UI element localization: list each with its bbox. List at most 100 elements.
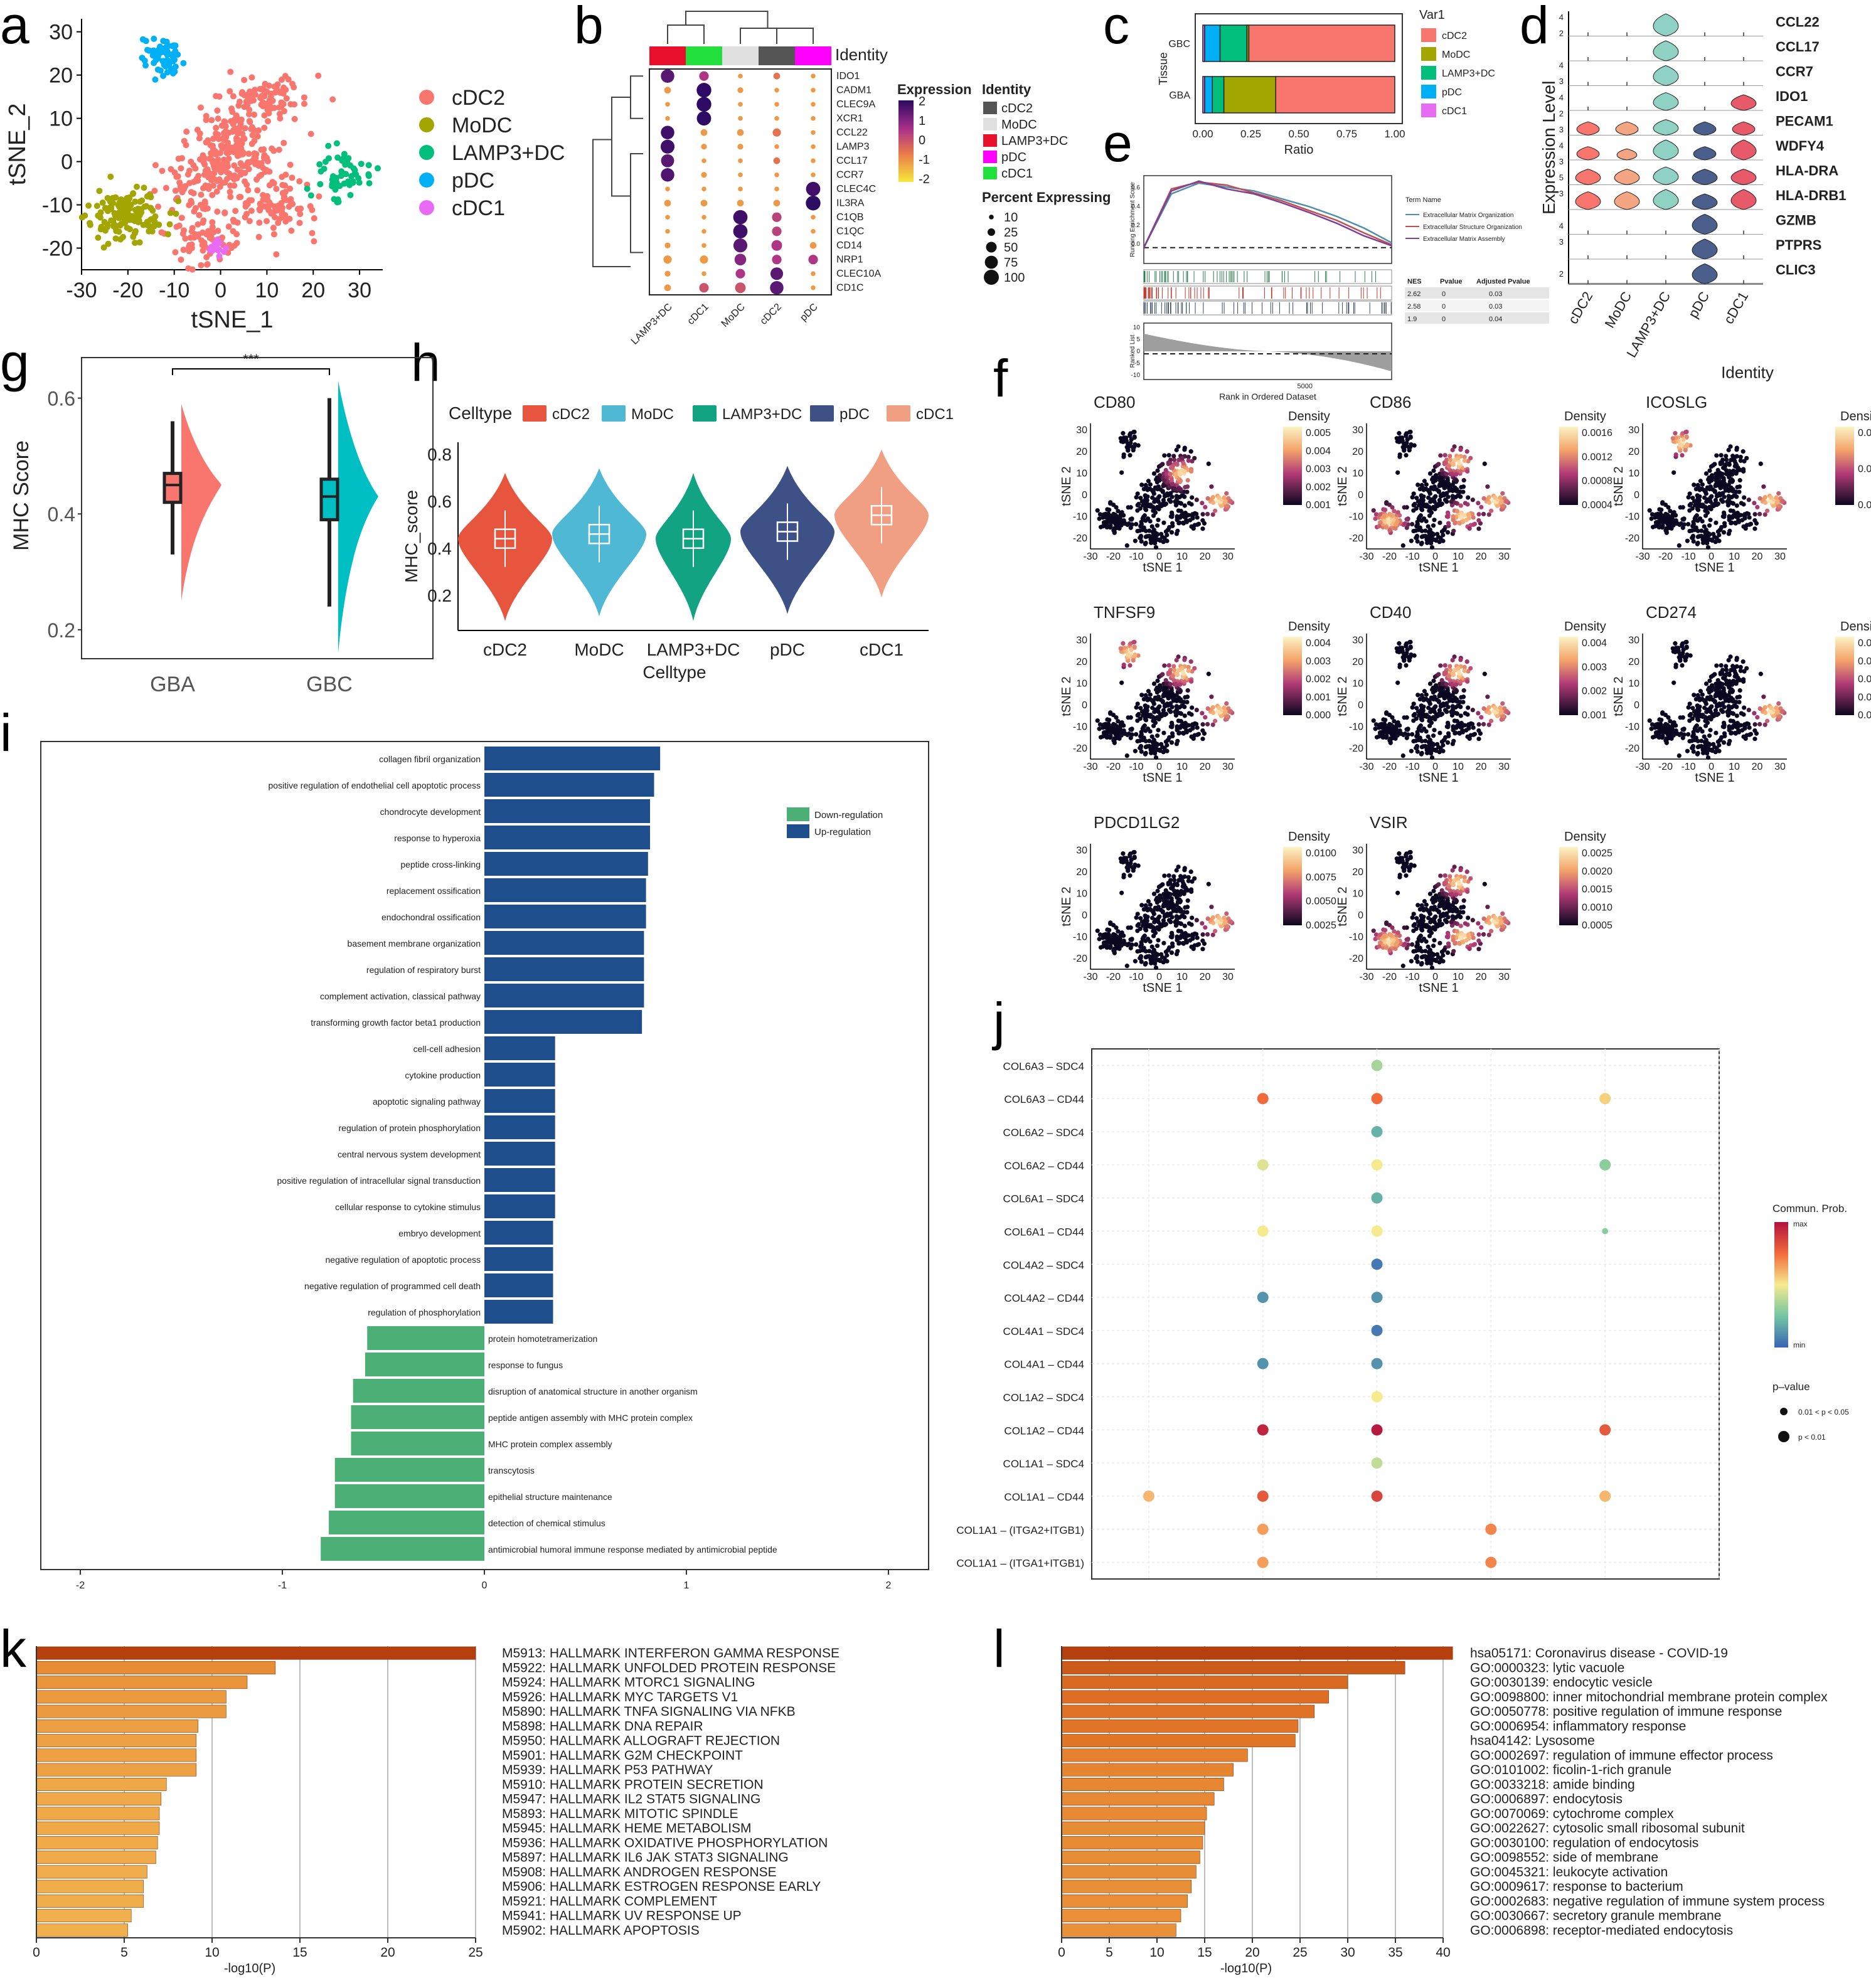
dot	[664, 284, 671, 292]
density-point	[1111, 528, 1116, 533]
density-point	[1151, 954, 1156, 959]
density-point	[1708, 518, 1713, 523]
density-point	[1410, 731, 1415, 737]
tsne-point	[236, 194, 243, 201]
density-point	[1687, 502, 1692, 508]
table-cell: 1.9	[1407, 316, 1417, 323]
density-point	[1182, 447, 1187, 452]
y-tick-label: 2	[1559, 109, 1564, 118]
panel-label-j: j	[993, 992, 1005, 1051]
density-point	[1127, 653, 1132, 658]
tsne-point	[132, 206, 139, 213]
density-point	[1161, 520, 1166, 525]
density-point	[1170, 884, 1175, 889]
density-point	[1101, 944, 1106, 949]
density-point	[1685, 442, 1690, 447]
density-point	[1722, 692, 1727, 697]
density-point	[1162, 663, 1167, 668]
density-point	[1703, 743, 1708, 748]
density-point	[1184, 730, 1190, 735]
density-point	[1504, 709, 1510, 714]
density-point	[1182, 890, 1187, 895]
density-point	[1671, 730, 1676, 735]
density-point	[1180, 493, 1185, 498]
density-point	[1727, 671, 1732, 676]
density-point	[1500, 701, 1505, 706]
density-point	[1421, 708, 1426, 713]
density-point	[1178, 508, 1183, 514]
table-cell: 0	[1442, 316, 1446, 323]
dot	[735, 268, 745, 279]
density-point	[1761, 484, 1766, 489]
density-point	[1174, 914, 1179, 919]
legend-tick: 0.0004	[1582, 500, 1612, 511]
y-tick-label: -20	[1073, 743, 1087, 754]
tsne-point	[253, 128, 260, 135]
density-point	[1166, 671, 1171, 676]
legend-label: pDC	[452, 169, 494, 193]
density-point	[1119, 940, 1124, 945]
y-tick-label: 0	[61, 151, 73, 174]
x-tick-label: 0.25	[1240, 128, 1261, 140]
panel-label-i: i	[0, 703, 12, 762]
density-point	[1168, 709, 1173, 714]
density-point	[1417, 735, 1422, 740]
tsne-point	[167, 210, 174, 216]
density-point	[1703, 491, 1708, 496]
tsne-point	[273, 186, 280, 193]
legend-label: pDC	[1442, 87, 1462, 98]
density-point	[1761, 694, 1766, 699]
feature-title: CD274	[1646, 603, 1697, 622]
legend-title: Density	[1840, 620, 1871, 634]
density-point	[1195, 725, 1200, 730]
density-point	[1693, 502, 1698, 508]
density-point	[1649, 726, 1654, 731]
density-point	[1726, 494, 1731, 499]
density-point	[1121, 851, 1126, 856]
dot	[661, 168, 674, 182]
density-point	[1200, 947, 1205, 952]
density-point	[1160, 699, 1165, 704]
density-point	[1734, 679, 1739, 684]
dot	[738, 172, 743, 178]
tsne-point	[291, 115, 298, 122]
violin-shape	[1653, 119, 1679, 136]
tsne-point	[287, 101, 294, 108]
density-point	[1107, 945, 1112, 950]
x-axis-title: tSNE 1	[1419, 561, 1458, 575]
density-point	[1479, 504, 1484, 510]
tsne-point	[309, 230, 316, 237]
density-point	[1126, 942, 1131, 947]
tsne-point	[178, 165, 184, 172]
density-point	[1171, 874, 1176, 879]
density-point	[1776, 491, 1781, 496]
density-point	[1471, 522, 1476, 527]
density-point	[1695, 518, 1700, 523]
hit-band	[1143, 285, 1392, 300]
dot	[811, 285, 816, 290]
density-point	[1734, 447, 1739, 452]
tsne-point	[261, 124, 268, 131]
density-point	[1738, 513, 1743, 518]
density-point	[1476, 501, 1481, 506]
tsne-point	[205, 137, 211, 144]
tsne-point	[99, 199, 106, 206]
tsne-point	[296, 220, 303, 226]
density-point	[1687, 491, 1692, 496]
density-point	[1178, 892, 1183, 897]
density-point	[1434, 748, 1439, 753]
density-point	[1653, 722, 1658, 727]
density-point	[1690, 706, 1695, 711]
panel-label-b: b	[574, 0, 604, 55]
legend-tick: 0.004	[1306, 638, 1331, 649]
density-point	[1189, 889, 1194, 894]
density-point	[1663, 528, 1668, 533]
density-point	[1437, 708, 1442, 713]
density-point	[1707, 523, 1712, 528]
density-point	[1424, 504, 1429, 509]
density-point	[1133, 652, 1138, 657]
density-point	[1161, 688, 1166, 693]
identity-bar-label: Identity	[835, 45, 888, 64]
density-point	[1737, 489, 1742, 494]
density-point	[1178, 898, 1183, 903]
